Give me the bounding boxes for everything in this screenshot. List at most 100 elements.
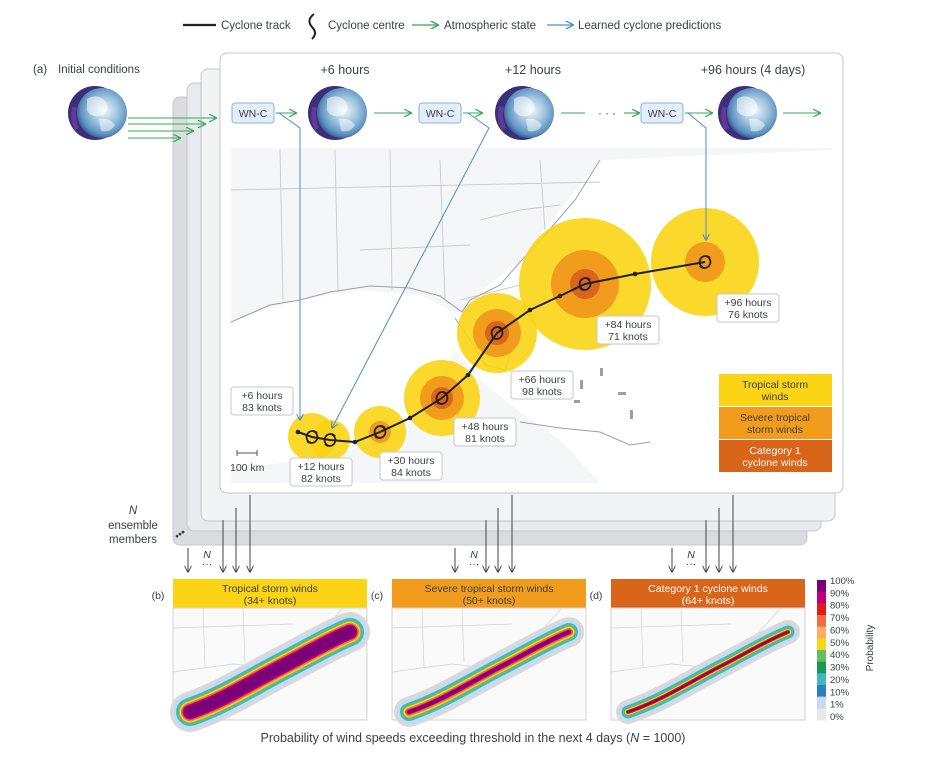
colorbar-title: Probability [865,625,876,672]
panel-a-tag: (a) [33,64,47,76]
colorbar-segment [817,638,826,651]
probability-swath [616,620,800,724]
ensemble-down-arrows: N···N···N··· [188,495,733,572]
colorbar-tick: 60% [830,625,850,636]
probability-colorbar: 100%90% 80%70%60% 50%40% 30%20%10% 1%0% Proba… [817,576,876,723]
prediction-arrow-96h [687,112,706,240]
colorbar-tick: 20% [830,675,850,686]
legend-cyclone-track: Cyclone track [221,20,291,32]
colorbar-tick: 40% [830,650,850,661]
model-box-1: WN-C [231,102,275,124]
map-tag: (c) [371,590,383,602]
map-subtitle: (64+ knots) [682,595,735,607]
colorbar-tick: 0% [830,712,844,723]
map-subtitle: (34+ knots) [244,595,297,607]
wind-key-line1: Severe tropical [740,412,810,424]
model-label-3: WN-C [648,108,677,120]
prediction-arrow-6h [278,112,300,420]
legend-learned-predictions: Learned cyclone predictions [578,20,721,32]
map-title: Severe tropical storm winds [425,583,554,595]
step-label-6h: +6 hours [321,63,370,77]
colorbar-tick: 50% [830,638,850,649]
globe-6h-icon [308,86,367,140]
scale-bar: 100 km [230,450,265,474]
colorbar-tick: 1% [830,700,844,711]
down-arrow-n: N [470,549,478,561]
colorbar-tick: 80% [830,601,850,612]
wind-key-line2: storm winds [747,424,803,436]
down-arrow-dots: ··· [469,558,480,570]
annotation-speed: 98 knots [522,386,562,398]
model-label-2: WN-C [426,108,455,120]
annotation-time: +12 hours [298,461,345,473]
colorbar-segment [817,580,826,593]
model-box-3: WN-C [640,102,684,124]
probability-maps: (b) Tropical storm winds(34+ knots) (c) Sev… [152,579,806,732]
legend-atmospheric-state: Atmospheric state [444,20,536,32]
colorbar-tick: 100% [830,576,855,587]
map-title: Tropical storm winds [222,583,318,595]
bahamas-islands [574,368,633,419]
annotation-time: +96 hours [725,297,772,309]
caption-var: N [630,731,640,745]
ensemble-line1: ensemble [108,520,158,532]
wind-key-line1: Category 1 [749,445,801,457]
ensemble-line2: members [109,534,157,546]
colorbar-tick: 10% [830,687,850,698]
caption-prefix: Probability of wind speeds exceeding thr… [261,731,632,745]
wind-key-line2: winds [761,391,789,403]
colorbar-segment [817,708,826,721]
ellipsis-steps: · · · [598,108,616,120]
annotation-time: +6 hours [241,390,282,402]
map-tag: (b) [152,590,165,602]
annotation-speed: 81 knots [465,433,505,445]
colorbar-segment [817,603,826,616]
down-arrow-dots: ··· [202,558,213,570]
globe-12h-icon [495,86,554,140]
caption-suffix: = 1000) [639,731,685,745]
down-arrow-n: N [687,549,695,561]
map-tag: (d) [590,590,603,602]
annotation-speed: 71 knots [608,331,648,343]
step-label-12h: +12 hours [505,63,561,77]
map-borders [230,149,601,301]
wind-key-line1: Tropical storm [742,379,808,391]
probability-map-1: (c) Severe tropical storm winds(50+ knots… [371,579,587,727]
cuba-coast [519,421,651,446]
prediction-arrow-12h [332,112,490,428]
initial-to-model-arrows [128,118,216,138]
colorbar-segment [817,661,826,674]
annotation-speed: 83 knots [242,402,282,414]
top-legend: Cyclone track Cyclone centre Atmospheric… [183,13,721,40]
colorbar-segment [817,685,826,698]
map-subtitle: (50+ knots) [463,595,516,607]
annotation-speed: 84 knots [391,467,431,479]
probability-swath [394,617,584,727]
ensemble-n: N [129,505,138,517]
model-label-1: WN-C [239,108,268,120]
step-label-96h: +96 hours (4 days) [701,63,806,77]
down-arrow-n: N [203,549,211,561]
initial-conditions-label: Initial conditions [58,64,140,76]
globe-96h-icon [718,86,777,140]
figure-caption: Probability of wind speeds exceeding thr… [261,731,686,745]
colorbar-tick: 30% [830,663,850,674]
map-title-bar [611,579,805,608]
track-points [295,271,638,445]
annotation-time: +30 hours [388,455,435,467]
cyclone-centre-icon [308,13,316,40]
colorbar-segment [817,673,826,686]
colorbar-tick: 90% [830,588,850,599]
colorbar-segment [817,615,826,628]
down-arrow-dots: ··· [686,558,697,570]
